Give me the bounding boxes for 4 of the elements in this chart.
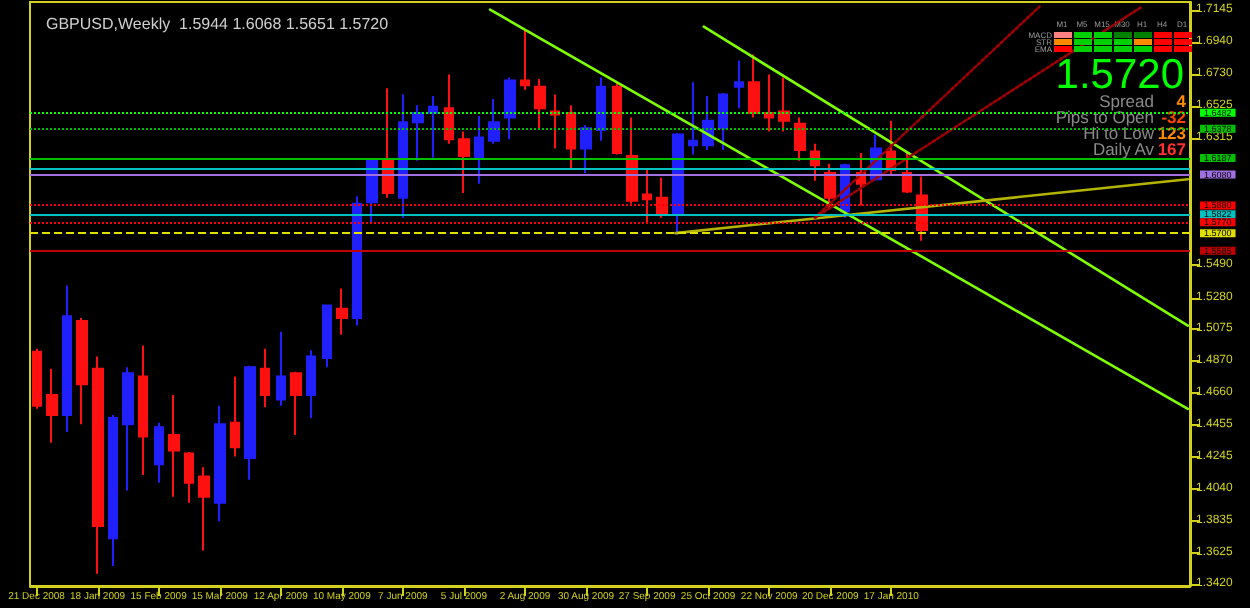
annotation: Hi to Low bbox=[1083, 123, 1156, 143]
annotation: Daily Av bbox=[1092, 139, 1156, 159]
text: GBPUSD,Weekly 1.5944 1.6068 1.5651 1.5720 bbox=[46, 15, 390, 33]
annotation: 167 bbox=[1157, 139, 1187, 159]
